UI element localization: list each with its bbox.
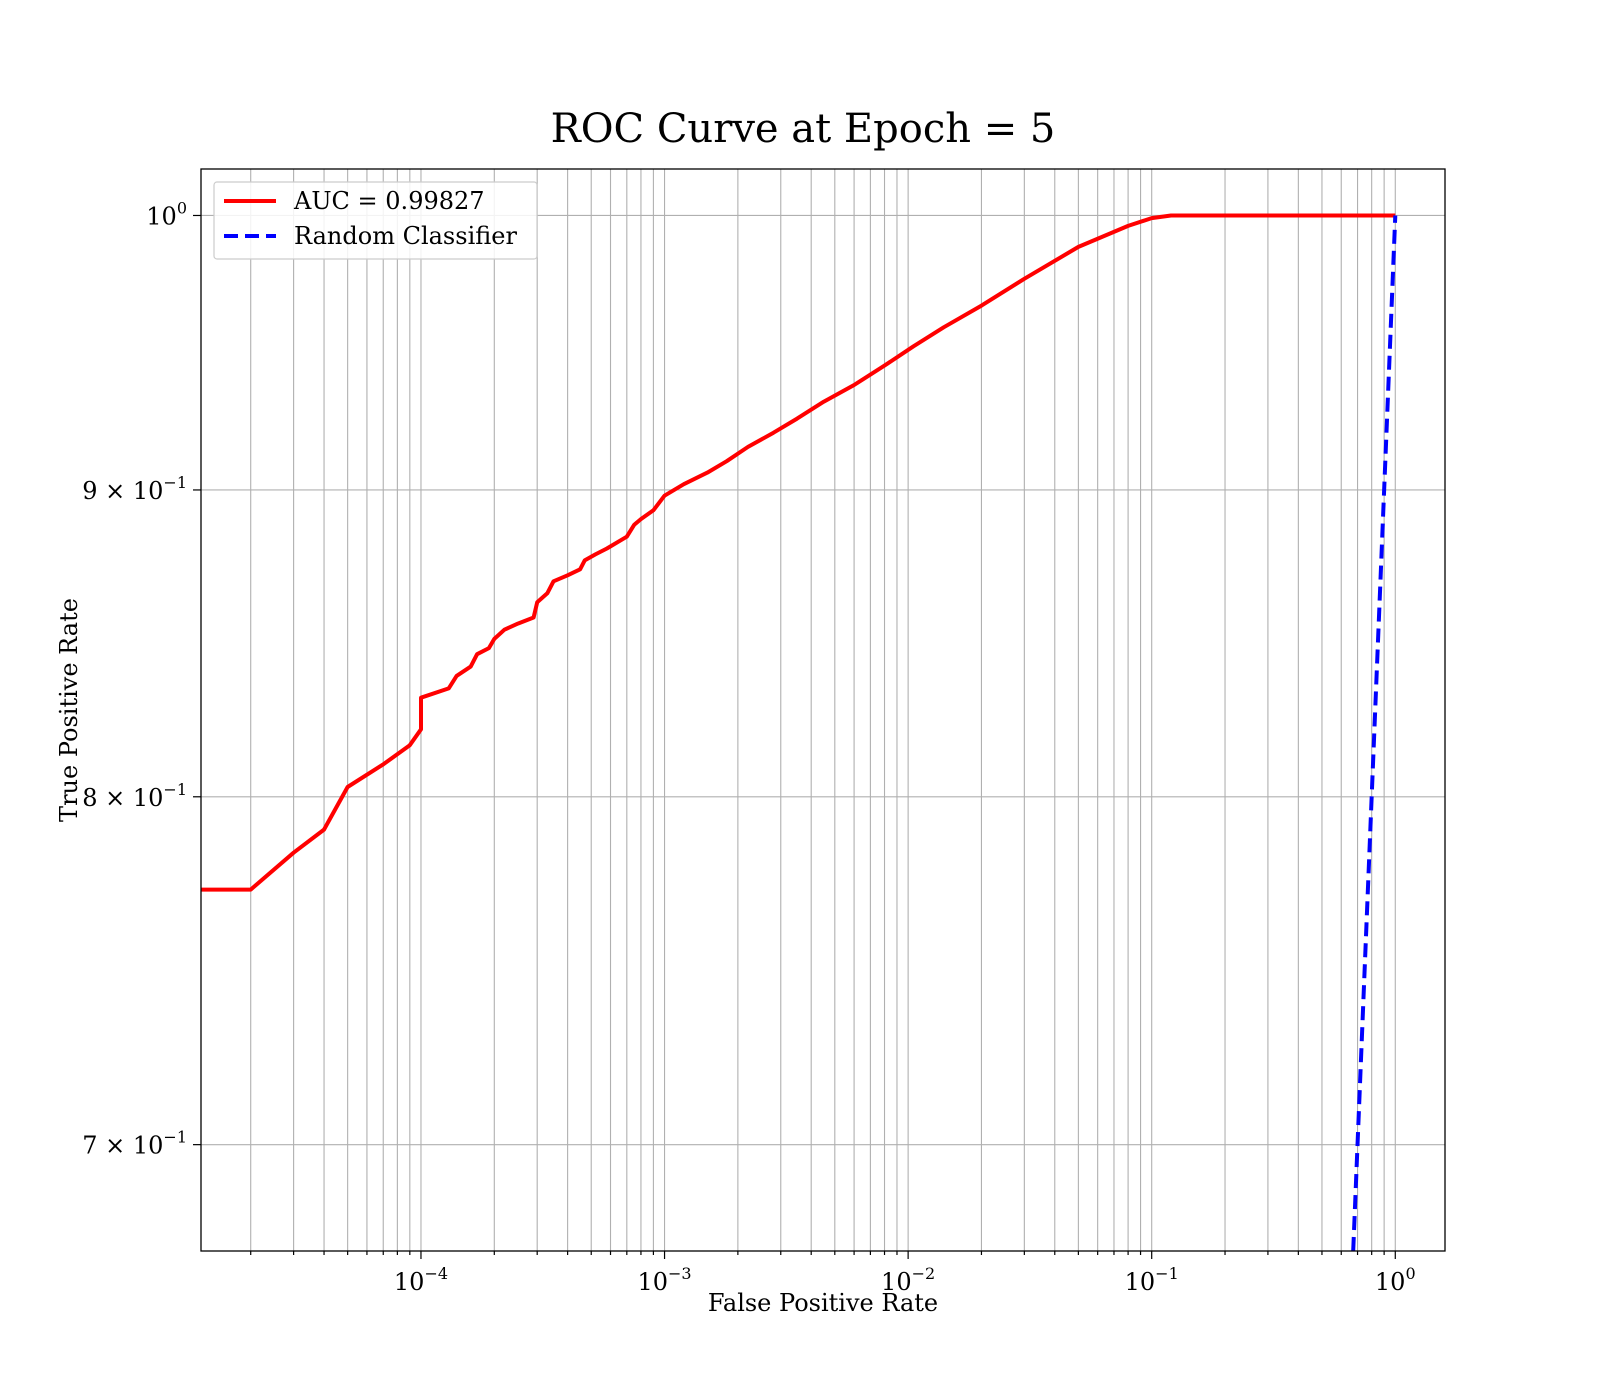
random-classifier-line (1351, 215, 1398, 1251)
plot-frame (200, 168, 1446, 1252)
x-tick-label: 100 (1375, 1264, 1416, 1296)
roc-curve-line (201, 213, 1396, 892)
grid-lines (201, 169, 1445, 1251)
y-tick-label: 100 (146, 198, 187, 230)
legend-box (213, 181, 538, 260)
legend-label-auc: AUC = 0.99827 (293, 187, 485, 215)
legend: AUC = 0.99827 Random Classifier (213, 181, 538, 260)
y-tick-label: 7 × 10−1 (82, 1128, 187, 1160)
x-tick-label: 10−4 (394, 1264, 448, 1296)
chart-title: ROC Curve at Epoch = 5 (551, 106, 1056, 152)
y-tick-label: 9 × 10−1 (82, 473, 187, 505)
x-tick-label: 10−3 (637, 1264, 691, 1296)
axis-ticks: 10−4 10−3 10−2 10−1 100 100 9 × 10−1 8 × 10−1 7 … (82, 198, 1415, 1296)
x-axis-label: False Positive Rate (708, 1289, 938, 1317)
x-tick-label: 10−1 (1125, 1264, 1179, 1296)
y-axis-label: True Positive Rate (55, 598, 83, 822)
y-tick-label: 8 × 10−1 (82, 780, 187, 812)
plot-series (201, 213, 1398, 1251)
legend-label-random: Random Classifier (294, 222, 517, 250)
x-tick-label: 10−2 (881, 1264, 935, 1296)
